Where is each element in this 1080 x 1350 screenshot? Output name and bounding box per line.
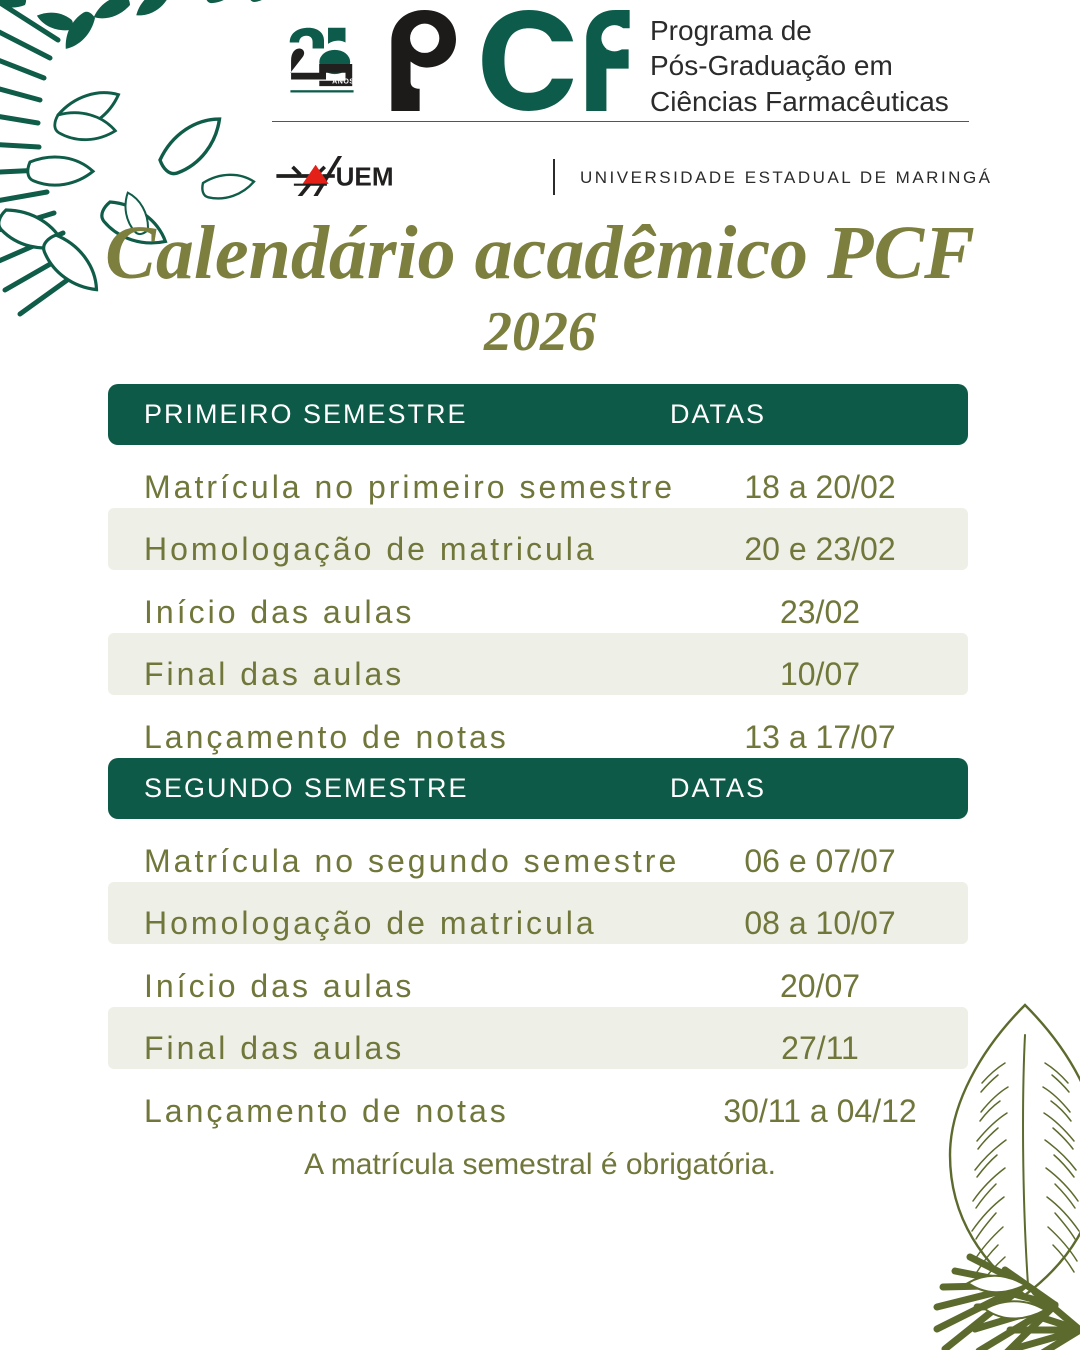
svg-text:UEM: UEM	[336, 162, 394, 192]
svg-text:ANOS: ANOS	[332, 78, 355, 85]
